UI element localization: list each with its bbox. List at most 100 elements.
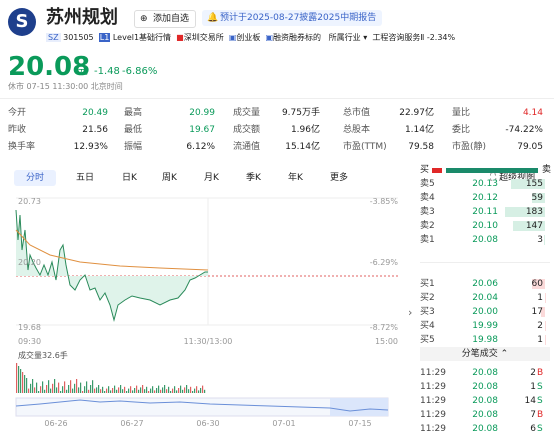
stock-name: 苏州规划: [46, 7, 118, 28]
stat-value: -74.22%: [505, 125, 543, 135]
volume-bar: [48, 380, 50, 393]
notice[interactable]: 🔔 预计于2025-08-27披露2025中期报告: [202, 10, 383, 26]
level-qty: 183: [525, 207, 543, 217]
time-label: 09:30: [18, 337, 41, 346]
trade-qty: 1: [530, 382, 536, 392]
level-price: 20.08: [472, 235, 498, 245]
status: 休市 07-15 11:30:00 北京时间: [8, 82, 123, 91]
tab[interactable]: 五日: [76, 173, 95, 183]
volume-bar: [26, 378, 28, 393]
level-price: 20.10: [472, 221, 498, 231]
tab[interactable]: 月K: [204, 173, 219, 183]
volume-bar: [62, 386, 64, 393]
tab[interactable]: 季K: [246, 173, 261, 183]
volume-bar: [88, 389, 90, 393]
stat-label: 今开: [8, 108, 27, 118]
volume-bar: [174, 386, 176, 393]
volume-bar: [30, 383, 32, 393]
price-unit: 元: [78, 66, 88, 77]
level-qty: 1: [537, 293, 543, 303]
level-qty: 147: [525, 221, 543, 231]
level-price: 20.06: [472, 279, 498, 289]
volume-bar: [98, 385, 100, 393]
pct-label: -8.72%: [370, 323, 399, 332]
add-watch-button[interactable]: ⊕ 添加自选: [134, 10, 197, 28]
trade-price: 20.08: [472, 368, 498, 378]
super-view[interactable]: ⛶ 超级视图: [490, 173, 536, 183]
volume-bar: [122, 389, 124, 393]
date-label: 06-30: [196, 419, 219, 428]
tab[interactable]: 年K: [288, 173, 303, 183]
level-qty: 59: [531, 193, 543, 203]
level-price: 20.04: [472, 293, 498, 303]
level-label: 卖4: [420, 193, 435, 203]
volume-bar: [102, 386, 104, 393]
volume-bar: [176, 390, 178, 393]
volume-bar: [46, 385, 48, 393]
volume-bar: [142, 385, 144, 393]
level-price: 19.98: [472, 335, 498, 345]
level-price: 20.13: [472, 179, 498, 189]
volume-bar: [154, 390, 156, 393]
trade-qty: 7: [530, 410, 536, 420]
stat-label: 总股本: [343, 125, 371, 135]
volume-bar: [72, 388, 74, 393]
volume-bar: [56, 387, 58, 393]
level-label: 买4: [420, 321, 435, 331]
volume-bar: [160, 389, 162, 393]
qty-bar: [544, 235, 545, 245]
volume-bar: [198, 390, 200, 393]
stat-value: 22.97亿: [399, 108, 434, 118]
level-label: 卖2: [420, 221, 435, 231]
tab[interactable]: 日K: [122, 173, 137, 183]
level-label: 买5: [420, 335, 435, 345]
volume-bar: [152, 386, 154, 393]
level-label: 卖5: [420, 179, 435, 189]
volume-bar: [96, 387, 98, 393]
tab[interactable]: 分时: [14, 170, 57, 186]
volume-bar: [32, 379, 34, 393]
stat-value: 1.96亿: [290, 125, 320, 135]
trade-side: B: [537, 410, 544, 420]
volume-bar: [194, 388, 196, 393]
stat-label: 总市值: [343, 108, 371, 118]
stat-label: 流通值: [233, 142, 261, 152]
volume-bar: [108, 386, 110, 393]
trades-header[interactable]: 分笔成交 ⌃: [420, 347, 550, 361]
trade-time: 11:29: [420, 382, 446, 392]
volume-bar: [126, 391, 128, 393]
volume-bar: [36, 382, 38, 393]
trade-time: 11:29: [420, 410, 446, 420]
level: Level1基础行情: [112, 33, 172, 42]
price-change: -1.48: [94, 66, 120, 77]
price-change-pct: -6.86%: [122, 66, 158, 77]
volume-bar: [18, 366, 20, 393]
board-icon: ▣: [228, 33, 237, 42]
volume-bar: [170, 391, 172, 393]
tab[interactable]: 更多: [330, 173, 349, 183]
trade-price: 20.08: [472, 424, 498, 434]
date-label: 07-15: [348, 419, 371, 428]
level-qty: 17: [531, 307, 543, 317]
volume-bar: [202, 385, 204, 393]
level-label: 买1: [420, 279, 435, 289]
stat-label: 量比: [452, 108, 471, 118]
volume-bar: [148, 391, 150, 393]
trade-price: 20.08: [472, 396, 498, 406]
tab[interactable]: 周K: [162, 173, 177, 183]
level-price: 20.00: [472, 307, 498, 317]
exchange-badge: SZ: [46, 33, 61, 42]
volume-bar: [28, 388, 30, 393]
volume-bar: [58, 382, 60, 393]
volume-bar: [138, 389, 140, 393]
volume-bar: [22, 372, 24, 393]
stat-value: 12.93%: [73, 142, 108, 152]
trade-time: 11:29: [420, 396, 446, 406]
range-window: [330, 398, 388, 416]
volume-bar: [186, 385, 188, 393]
expand-arrow[interactable]: ›: [408, 306, 412, 319]
volume-bar: [150, 388, 152, 393]
volume-bar: [106, 388, 108, 393]
logo: S: [8, 8, 36, 36]
